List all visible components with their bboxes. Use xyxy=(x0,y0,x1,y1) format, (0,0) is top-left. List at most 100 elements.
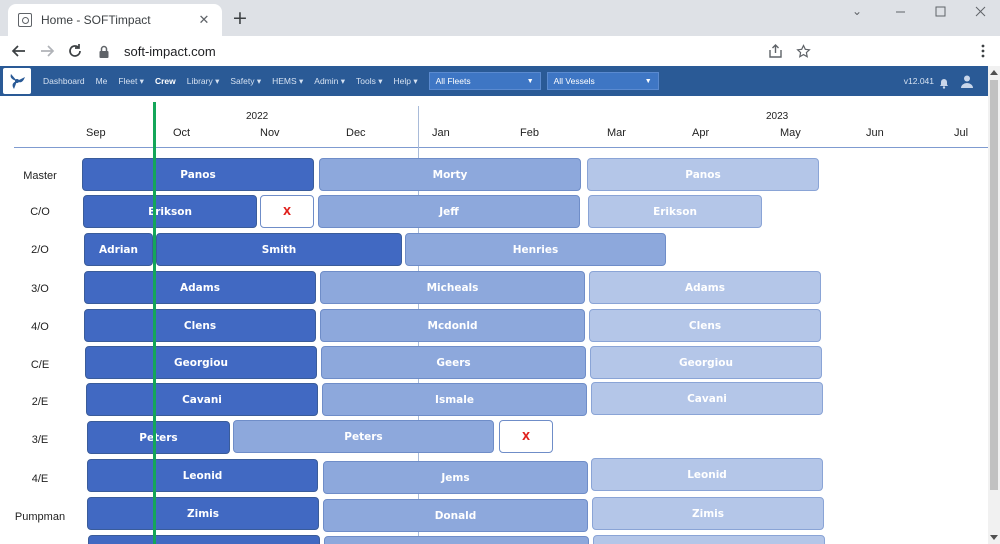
assignment-bar-partial[interactable] xyxy=(593,535,825,544)
assignment-bar-current[interactable]: Georgiou xyxy=(85,346,317,379)
rank-label: 4/E xyxy=(31,473,49,485)
scroll-down-arrow-icon[interactable] xyxy=(990,535,998,540)
assignment-bar-future[interactable]: Adams xyxy=(589,271,821,304)
caret-down-icon: ▼ xyxy=(644,77,652,85)
site-favicon-icon xyxy=(18,13,32,27)
browser-tab-strip: Home - SOFTimpact ✕ + ⌄ xyxy=(0,0,1000,36)
url-text: soft-impact.com xyxy=(124,43,216,59)
vertical-scrollbar[interactable] xyxy=(988,66,1000,544)
timeline-axis-line xyxy=(14,147,988,148)
assignment-bar-next[interactable]: Henries xyxy=(405,233,666,266)
assignment-bar-current[interactable]: Adrian xyxy=(84,233,153,266)
address-bar[interactable]: soft-impact.com xyxy=(98,39,928,63)
rank-label: C/E xyxy=(30,359,50,371)
assignment-bar-next[interactable]: Jeff xyxy=(318,195,580,228)
assignment-bar-future[interactable]: Erikson xyxy=(588,195,762,228)
month-label: Jul xyxy=(954,127,969,139)
nav-me[interactable]: Me xyxy=(95,76,108,86)
year-label: 2022 xyxy=(246,111,269,122)
assignment-bar-current[interactable]: Peters xyxy=(87,421,230,454)
assignment-bar-current[interactable]: Adams xyxy=(84,271,316,304)
rank-label: 3/E xyxy=(31,434,49,446)
scroll-up-arrow-icon[interactable] xyxy=(990,70,998,75)
assignment-bar-next[interactable]: Micheals xyxy=(320,271,585,304)
rank-label: 2/E xyxy=(31,396,49,408)
browser-menu-icon[interactable] xyxy=(972,40,994,62)
assignment-bar-next[interactable]: Ismale xyxy=(322,383,587,416)
caret-down-icon: ▼ xyxy=(526,77,534,85)
scrollbar-thumb[interactable] xyxy=(990,80,998,490)
month-label: Dec xyxy=(346,127,366,139)
tab-search-chevron-icon[interactable]: ⌄ xyxy=(851,4,863,18)
assignment-bar-next[interactable]: Peters xyxy=(233,420,494,453)
month-label: Sep xyxy=(86,127,106,139)
nav-library[interactable]: Library ▾ xyxy=(186,75,220,86)
assignment-bar-current[interactable]: Zimis xyxy=(87,497,319,530)
assignment-bar-future[interactable]: Panos xyxy=(587,158,819,191)
app-navbar: Dashboard Me Fleet ▾ Crew Library ▾ Safe… xyxy=(0,66,988,96)
month-label: Jan xyxy=(432,127,450,139)
version-label: v12.041 xyxy=(903,76,934,86)
assignment-bar-next[interactable]: Mcdonld xyxy=(320,309,585,342)
month-label: Mar xyxy=(607,127,626,139)
vacancy-marker[interactable]: X xyxy=(260,195,314,228)
nav-dashboard[interactable]: Dashboard xyxy=(43,76,85,86)
notification-bell-icon[interactable] xyxy=(938,74,950,89)
assignment-bar-future[interactable]: Zimis xyxy=(592,497,824,530)
fleet-select[interactable]: All Fleets ▼ xyxy=(428,72,541,90)
bookmark-star-icon[interactable] xyxy=(792,40,814,62)
assignment-bar-partial[interactable] xyxy=(324,536,589,544)
assignment-bar-current[interactable]: Panos xyxy=(82,158,314,191)
vessel-select[interactable]: All Vessels ▼ xyxy=(546,72,659,90)
assignment-bar-next[interactable]: Donald xyxy=(323,499,588,532)
rank-label: Pumpman xyxy=(14,511,66,523)
assignment-bar-current[interactable]: Leonid xyxy=(87,459,318,492)
assignment-bar-current[interactable]: Erikson xyxy=(83,195,257,228)
assignment-bar-next[interactable]: Jems xyxy=(323,461,588,494)
rank-label: C/O xyxy=(30,206,50,218)
share-icon[interactable] xyxy=(764,40,786,62)
browser-toolbar: soft-impact.com xyxy=(0,36,1000,66)
rank-label: Master xyxy=(23,170,57,182)
assignment-bar-future[interactable]: Cavani xyxy=(591,382,823,415)
nav-hems[interactable]: HEMS ▾ xyxy=(272,75,304,86)
year-label: 2023 xyxy=(766,111,789,122)
assignment-bar-current[interactable]: Smith xyxy=(156,233,402,266)
crew-rotation-timeline: 2022 2023 Sep Oct Nov Dec Jan Feb Mar Ap… xyxy=(0,96,988,544)
nav-crew[interactable]: Crew xyxy=(154,76,176,86)
assignment-bar-future[interactable]: Leonid xyxy=(591,458,823,491)
reload-icon[interactable] xyxy=(64,40,86,62)
rank-label: 3/O xyxy=(31,283,49,295)
forward-arrow-icon[interactable] xyxy=(36,40,58,62)
browser-tab[interactable]: Home - SOFTimpact ✕ xyxy=(8,4,222,36)
assignment-bar-next[interactable]: Geers xyxy=(321,346,586,379)
assignment-bar-current[interactable]: Clens xyxy=(84,309,316,342)
fleet-select-value: All Fleets xyxy=(435,76,471,86)
assignment-bar-current[interactable]: Cavani xyxy=(86,383,318,416)
month-label: Oct xyxy=(173,127,191,139)
new-tab-plus-icon[interactable]: + xyxy=(232,7,248,29)
rank-label: 4/O xyxy=(31,321,49,333)
nav-fleet[interactable]: Fleet ▾ xyxy=(118,75,144,86)
maximize-icon[interactable] xyxy=(918,0,962,22)
today-marker-line xyxy=(153,102,156,544)
assignment-bar-future[interactable]: Clens xyxy=(589,309,821,342)
back-arrow-icon[interactable] xyxy=(8,40,30,62)
lock-icon xyxy=(98,44,112,58)
assignment-bar-partial[interactable] xyxy=(88,535,320,544)
month-label: Jun xyxy=(866,127,884,139)
month-label: Feb xyxy=(520,127,539,139)
nav-admin[interactable]: Admin ▾ xyxy=(314,75,346,86)
nav-tools[interactable]: Tools ▾ xyxy=(356,75,383,86)
nav-safety[interactable]: Safety ▾ xyxy=(230,75,262,86)
window-close-icon[interactable] xyxy=(958,0,1000,22)
softimpact-logo-icon[interactable] xyxy=(3,68,31,94)
assignment-bar-future[interactable]: Georgiou xyxy=(590,346,822,379)
close-tab-icon[interactable]: ✕ xyxy=(198,12,210,28)
minimize-icon[interactable] xyxy=(878,0,922,22)
assignment-bar-next[interactable]: Morty xyxy=(319,158,581,191)
rank-label: 2/O xyxy=(31,244,49,256)
vacancy-marker[interactable]: X xyxy=(499,420,553,453)
nav-help[interactable]: Help ▾ xyxy=(393,75,418,86)
user-profile-icon[interactable] xyxy=(960,73,974,88)
